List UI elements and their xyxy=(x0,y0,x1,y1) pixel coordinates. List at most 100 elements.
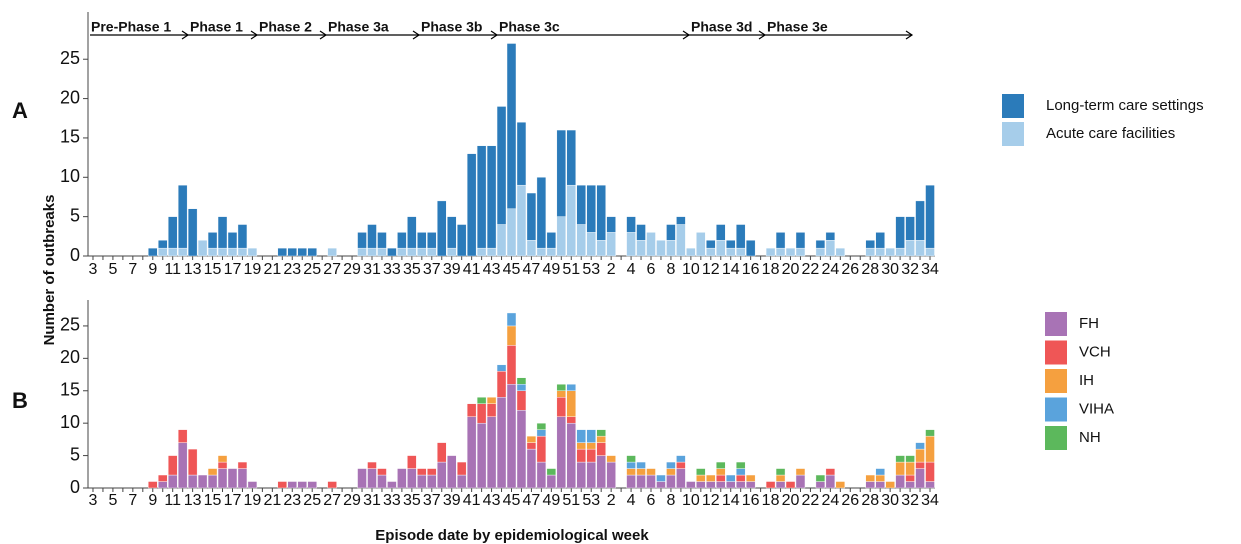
bar-segment xyxy=(676,461,686,469)
x-tick-label: 26 xyxy=(841,492,859,509)
bar-segment xyxy=(596,455,606,489)
bar-segment xyxy=(556,416,567,489)
bar-segment xyxy=(676,216,686,225)
bar-segment xyxy=(237,224,248,249)
bar-segment xyxy=(696,474,706,482)
bar-segment xyxy=(476,403,487,424)
bar-segment xyxy=(556,129,567,217)
bar-segment xyxy=(865,247,875,257)
bar-segment xyxy=(387,481,397,489)
bar-segment xyxy=(158,247,168,257)
x-tick-label: 31 xyxy=(363,492,381,509)
phase-arrowhead xyxy=(758,30,767,40)
bar-segment xyxy=(596,429,606,437)
bar-segment xyxy=(795,247,806,257)
x-tick-label: 41 xyxy=(463,492,481,509)
x-tick-label: 5 xyxy=(108,261,117,278)
bar-segment xyxy=(158,474,168,482)
bar-segment xyxy=(476,145,487,249)
bar-segment xyxy=(626,216,636,233)
x-tick-label: 21 xyxy=(263,261,281,278)
x-tick-label: 16 xyxy=(742,492,760,509)
x-tick-label: 3 xyxy=(89,261,98,278)
phase-label: Phase 1 xyxy=(190,19,243,35)
bar-segment xyxy=(496,397,507,489)
bar-segment xyxy=(397,468,407,489)
legend-label: NH xyxy=(1079,429,1101,446)
x-tick-label: 20 xyxy=(782,261,800,278)
x-tick-label: 27 xyxy=(323,492,341,509)
bar-segment xyxy=(676,468,686,489)
bar-segment xyxy=(407,247,417,257)
bar-segment xyxy=(566,422,576,489)
y-tick-label: 5 xyxy=(70,444,80,464)
bar-segment xyxy=(586,184,596,233)
x-tick-label: 29 xyxy=(343,492,361,509)
bar-segment xyxy=(586,448,596,463)
legend-label: VIHA xyxy=(1079,400,1114,417)
x-tick-label: 45 xyxy=(503,261,521,278)
bar-segment xyxy=(745,240,756,257)
bar-segment xyxy=(726,247,736,257)
bar-segment xyxy=(486,416,497,489)
bar-segment xyxy=(626,474,636,489)
bar-segment xyxy=(716,474,726,482)
bar-segment xyxy=(536,177,547,249)
x-tick-label: 30 xyxy=(881,261,899,278)
phase-arrowhead xyxy=(181,30,190,40)
bar-segment xyxy=(447,247,457,257)
y-tick-label: 25 xyxy=(60,315,80,335)
legend-swatch xyxy=(1045,397,1067,422)
bar-segment xyxy=(536,461,547,489)
bar-segment xyxy=(237,247,248,257)
bar-segment xyxy=(506,208,517,257)
legend-swatch xyxy=(1045,340,1067,365)
bar-segment xyxy=(915,468,925,489)
bar-segment xyxy=(367,247,377,257)
bar-segment xyxy=(865,474,875,482)
bar-segment xyxy=(765,247,776,257)
x-tick-label: 7 xyxy=(128,261,137,278)
x-axis-label: Episode date by epidemiological week xyxy=(375,527,649,544)
bar-segment xyxy=(397,232,407,249)
bar-segment xyxy=(546,474,557,489)
bar-segment xyxy=(437,461,447,489)
bar-segment xyxy=(177,429,188,443)
x-tick-label: 47 xyxy=(523,261,541,278)
bar-segment xyxy=(626,455,636,463)
bar-segment xyxy=(407,468,417,489)
bar-segment xyxy=(496,224,507,257)
phase-label: Phase 2 xyxy=(259,19,312,35)
bar-segment xyxy=(377,468,387,476)
x-tick-label: 28 xyxy=(861,492,879,509)
x-tick-label: 16 xyxy=(742,261,760,278)
panel-label: A xyxy=(12,98,28,123)
x-tick-label: 33 xyxy=(383,261,401,278)
legend-swatch xyxy=(1045,426,1067,450)
y-tick-label: 5 xyxy=(70,205,80,225)
bar-segment xyxy=(745,474,756,482)
bar-segment xyxy=(177,247,188,257)
bar-segment xyxy=(706,240,716,249)
bar-segment xyxy=(546,468,557,476)
bar-segment xyxy=(357,468,367,489)
y-tick-label: 15 xyxy=(60,380,80,400)
bar-segment xyxy=(217,247,228,257)
x-tick-label: 25 xyxy=(303,261,321,278)
bar-segment xyxy=(427,247,437,257)
bar-segment xyxy=(875,468,885,476)
bar-segment xyxy=(486,247,497,257)
bar-segment xyxy=(506,312,517,327)
x-tick-label: 24 xyxy=(821,492,839,509)
x-tick-label: 4 xyxy=(627,261,636,278)
bar-segment xyxy=(566,416,576,424)
bar-segment xyxy=(287,481,297,489)
y-tick-label: 15 xyxy=(60,127,80,147)
bar-segment xyxy=(217,216,228,249)
bar-segment xyxy=(277,481,287,489)
bar-segment xyxy=(596,435,606,443)
x-tick-label: 35 xyxy=(403,492,421,509)
x-tick-label: 31 xyxy=(363,261,381,278)
bar-segment xyxy=(506,384,517,489)
bar-segment xyxy=(915,442,925,450)
